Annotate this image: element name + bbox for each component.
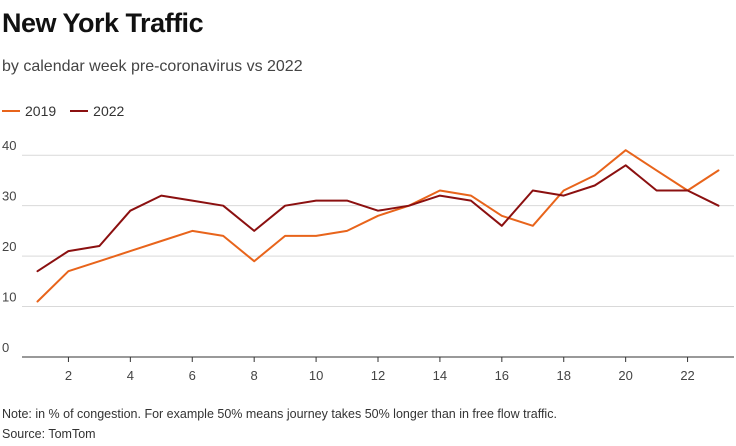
legend-item-2022: 2022 [70, 103, 124, 119]
y-tick-label-20: 20 [2, 239, 16, 254]
chart-source: Source: TomTom [2, 427, 96, 441]
legend-label-2022: 2022 [93, 103, 125, 119]
legend-swatch-2019 [2, 110, 20, 112]
y-tick-label-30: 30 [2, 189, 16, 204]
x-tick-label-8: 8 [251, 368, 258, 383]
x-tick-label-22: 22 [680, 368, 694, 383]
x-tick-label-18: 18 [557, 368, 571, 383]
chart-subtitle: by calendar week pre-coronavirus vs 2022 [2, 58, 303, 75]
series-line-2019 [36, 149, 720, 303]
x-tick-label-4: 4 [127, 368, 134, 383]
x-tick-label-2: 2 [65, 368, 72, 383]
x-tick-label-16: 16 [495, 368, 509, 383]
legend-swatch-2022 [70, 110, 89, 112]
chart-title: New York Traffic [2, 8, 204, 38]
y-tick-label-40: 40 [2, 138, 16, 153]
legend: 2019 2022 [2, 103, 138, 119]
x-tick-label-10: 10 [309, 368, 323, 383]
series-line-2022 [36, 164, 720, 273]
x-tick-label-12: 12 [371, 368, 385, 383]
legend-label-2019: 2019 [25, 103, 57, 119]
chart-note: Note: in % of congestion. For example 50… [2, 407, 557, 421]
y-tick-label-10: 10 [2, 290, 16, 305]
x-tick-label-14: 14 [433, 368, 447, 383]
x-tick-label-20: 20 [618, 368, 632, 383]
legend-item-2019: 2019 [2, 103, 56, 119]
y-tick-label-0: 0 [2, 340, 9, 355]
x-tick-label-6: 6 [189, 368, 196, 383]
